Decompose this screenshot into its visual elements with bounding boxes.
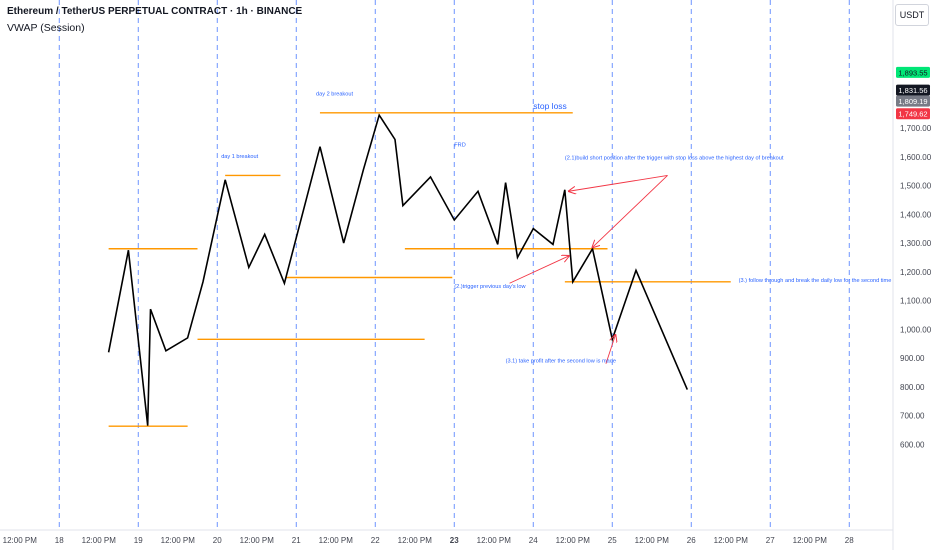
annotation-text[interactable]: (3.1) take profit after the second low i…	[506, 358, 616, 364]
price-badge-label: 1,831.56	[898, 86, 927, 95]
y-tick-label: 600.00	[900, 440, 925, 449]
annotation-arrow	[605, 335, 615, 364]
x-tick-label: 27	[766, 536, 775, 545]
symbol-title[interactable]: Ethereum / TetherUS PERPETUAL CONTRACT ·…	[7, 6, 303, 17]
y-tick-label: 1,000.00	[900, 325, 932, 334]
price-line	[107, 113, 689, 426]
x-tick-label: 20	[213, 536, 222, 545]
y-axis: 1,700.00 1,600.00 1,500.00 1,400.00 1,300.00…	[892, 0, 932, 550]
annotation-arrow	[509, 256, 569, 284]
y-tick-label: 1,200.00	[900, 268, 932, 277]
level-lines	[108, 112, 731, 427]
price-badge-label: 1,809.19	[898, 97, 927, 106]
x-tick-label: 12:00 PM	[635, 536, 670, 545]
price-badge	[896, 84, 930, 96]
annotation-arrow	[593, 175, 668, 247]
y-tick-label: 1,600.00	[900, 153, 932, 162]
y-tick-label: 800.00	[900, 383, 925, 392]
x-tick-label: 24	[529, 536, 538, 545]
y-tick-label: 1,300.00	[900, 239, 932, 248]
price-badge-label: 1,893.55	[898, 68, 927, 77]
annotation-text[interactable]: (2.)trigger previous day's low	[454, 284, 526, 290]
annotation-text[interactable]: (2.1)build short position after the trig…	[565, 156, 784, 162]
annotation-arrow	[569, 174, 668, 191]
x-axis: 12:00 PM 18 12:00 PM 19 12:00 PM 20 12:00 PM 21…	[0, 529, 893, 545]
annotation-text[interactable]: (3.) follow through and break the daily …	[739, 278, 892, 284]
price-badges: 1,893.55 1,831.56 1,809.19 1,749.62	[896, 66, 930, 120]
x-tick-label: 12:00 PM	[714, 536, 749, 545]
x-tick-label: 12:00 PM	[793, 536, 828, 545]
y-tick-label: 1,400.00	[900, 210, 932, 219]
x-tick-label: 12:00 PM	[398, 536, 433, 545]
annotations: day 1 breakout day 2 breakout stop loss FRD…	[221, 92, 891, 365]
annotation-arrows	[509, 174, 668, 364]
x-tick-label: 12:00 PM	[82, 536, 117, 545]
x-tick-label: 21	[292, 536, 301, 545]
annotation-text[interactable]: FRD	[454, 143, 466, 149]
x-tick-label: 18	[55, 536, 64, 545]
annotation-text[interactable]: stop loss	[533, 101, 567, 111]
x-tick-label: 23	[450, 536, 459, 545]
x-tick-label: 12:00 PM	[240, 536, 275, 545]
x-tick-label: 19	[134, 536, 143, 545]
y-tick-label: 900.00	[900, 354, 925, 363]
x-tick-label: 12:00 PM	[319, 536, 354, 545]
indicator-legend[interactable]: VWAP (Session)	[7, 22, 85, 34]
price-badge	[896, 95, 930, 107]
price-badge	[896, 108, 930, 120]
x-tick-label: 12:00 PM	[477, 536, 512, 545]
x-tick-label: 12:00 PM	[3, 536, 38, 545]
x-tick-label: 25	[608, 536, 617, 545]
x-tick-label: 28	[845, 536, 854, 545]
price-badge	[896, 66, 930, 78]
price-badge-label: 1,749.62	[898, 110, 927, 119]
y-tick-label: 1,700.00	[900, 124, 932, 133]
price-series	[107, 113, 689, 426]
currency-button[interactable]: USDT	[895, 4, 929, 26]
annotation-text[interactable]: day 2 breakout	[316, 92, 353, 98]
y-tick-label: 1,100.00	[900, 297, 932, 306]
x-tick-label: 12:00 PM	[556, 536, 591, 545]
session-dividers	[58, 0, 850, 530]
x-tick-label: 26	[687, 536, 696, 545]
annotation-text[interactable]: day 1 breakout	[221, 154, 258, 160]
y-tick-label: 1,500.00	[900, 182, 932, 191]
x-tick-label: 22	[371, 536, 380, 545]
y-tick-label: 700.00	[900, 412, 925, 421]
x-tick-label: 12:00 PM	[161, 536, 196, 545]
